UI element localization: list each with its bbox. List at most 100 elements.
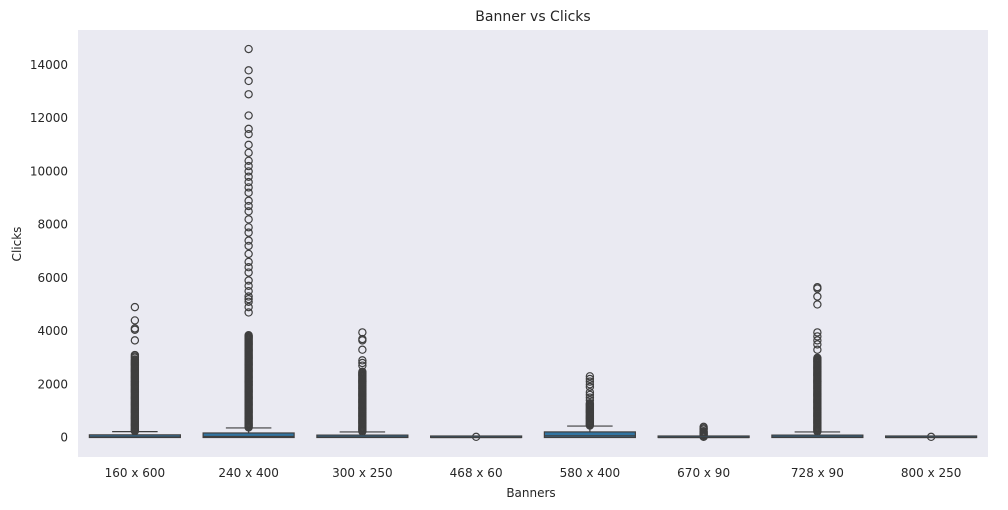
outlier-point: [244, 297, 253, 307]
outlier-point: [813, 340, 822, 349]
outlier-point: [244, 281, 253, 291]
outlier-point: [244, 183, 253, 192]
x-axis: 160 x 600 240 x 400 300 x 250 468 x 60 580 x…: [105, 466, 962, 480]
box-group: [657, 422, 750, 442]
outlier-point: [130, 302, 140, 312]
outlier-point: [244, 228, 253, 237]
x-tick-label: 580 x 400: [560, 466, 621, 480]
box-group: [202, 44, 295, 439]
box: [543, 431, 636, 439]
outlier-point: [813, 282, 822, 292]
outlier-point: [244, 241, 253, 251]
y-tick-label: 2000: [37, 377, 68, 391]
y-tick-label: 10000: [30, 164, 68, 178]
outlier-point: [244, 201, 253, 211]
outlier-point: [813, 292, 822, 301]
box-group: [88, 302, 181, 439]
outlier-point: [130, 336, 140, 345]
outlier-point: [130, 350, 140, 360]
y-tick-label: 8000: [37, 218, 68, 232]
outlier-point: [244, 330, 253, 340]
x-axis-title: Banners: [506, 486, 555, 500]
outlier-point: [244, 236, 253, 245]
outlier-point: [585, 372, 595, 381]
outlier-point: [244, 215, 253, 224]
x-tick-label: 468 x 60: [450, 466, 503, 480]
outlier-point: [244, 76, 253, 86]
outlier-point: [244, 268, 253, 277]
y-tick-label: 4000: [37, 324, 68, 338]
x-tick-label: 800 x 250: [901, 466, 962, 480]
outlier-point: [244, 161, 253, 171]
outlier-point: [585, 393, 595, 402]
outlier-point: [130, 324, 140, 333]
outlier-point: [585, 377, 595, 386]
y-tick-label: 6000: [37, 271, 68, 285]
outlier-point: [358, 358, 367, 368]
outlier-point: [130, 316, 140, 325]
x-tick-label: 240 x 400: [218, 466, 279, 480]
outlier-point: [244, 140, 253, 150]
box-group: [430, 432, 523, 442]
outlier-point: [585, 380, 595, 389]
outlier-point: [244, 263, 253, 272]
outlier-point: [358, 345, 367, 354]
box-group: [771, 282, 864, 439]
outlier-point: [244, 148, 253, 158]
y-tick-label: 12000: [30, 111, 68, 125]
outlier-point: [813, 332, 822, 341]
y-axis: 0 2000 4000 6000 8000 10000 12000 14000: [30, 58, 68, 445]
outlier-point: [585, 396, 595, 405]
box-series: [88, 44, 978, 442]
outlier-point: [585, 382, 595, 392]
outlier-point: [244, 44, 253, 54]
outlier-point: [699, 422, 708, 432]
x-tick-label: 728 x 90: [791, 466, 844, 480]
outlier-point: [358, 367, 367, 376]
outlier-point: [244, 308, 253, 317]
y-tick-label: 0: [60, 431, 68, 445]
outlier-point: [813, 336, 822, 345]
box-group: [543, 372, 636, 439]
outlier-point: [813, 328, 822, 337]
outlier-point: [585, 398, 595, 408]
outlier-point: [244, 276, 253, 285]
outlier-point: [358, 356, 367, 365]
outlier-point: [244, 249, 253, 259]
outlier-point: [358, 361, 367, 370]
box: [202, 432, 295, 439]
plot-background: [78, 30, 988, 457]
outlier-point: [813, 353, 822, 363]
outlier-point: [244, 66, 253, 75]
outlier-point: [585, 390, 595, 400]
x-tick-label: 160 x 600: [105, 466, 166, 480]
outlier-point: [244, 207, 253, 216]
outlier-point: [244, 111, 253, 120]
outlier-point: [244, 292, 253, 301]
x-tick-label: 300 x 250: [332, 466, 393, 480]
outlier-point: [585, 374, 595, 384]
outlier-point: [244, 156, 253, 165]
outlier-point: [244, 188, 253, 197]
chart-title: Banner vs Clicks: [475, 9, 590, 25]
outlier-point: [585, 388, 595, 397]
box-group: [885, 432, 978, 442]
outlier-point: [244, 124, 253, 134]
outlier-point: [244, 90, 253, 99]
outlier-point: [244, 129, 253, 139]
outlier-point: [358, 328, 367, 337]
outlier-point: [244, 286, 253, 296]
x-tick-label: 670 x 90: [677, 466, 730, 480]
box-group: [316, 328, 409, 439]
y-tick-label: 14000: [30, 58, 68, 72]
outlier-point: [813, 300, 822, 309]
outlier-point: [244, 294, 253, 304]
outlier-point: [244, 172, 253, 181]
outlier-point: [244, 302, 253, 312]
outlier-point: [813, 345, 822, 354]
outlier-point: [244, 167, 253, 176]
y-axis-title: Clicks: [10, 227, 24, 262]
outlier-point: [244, 196, 253, 205]
outlier-point: [244, 223, 253, 232]
